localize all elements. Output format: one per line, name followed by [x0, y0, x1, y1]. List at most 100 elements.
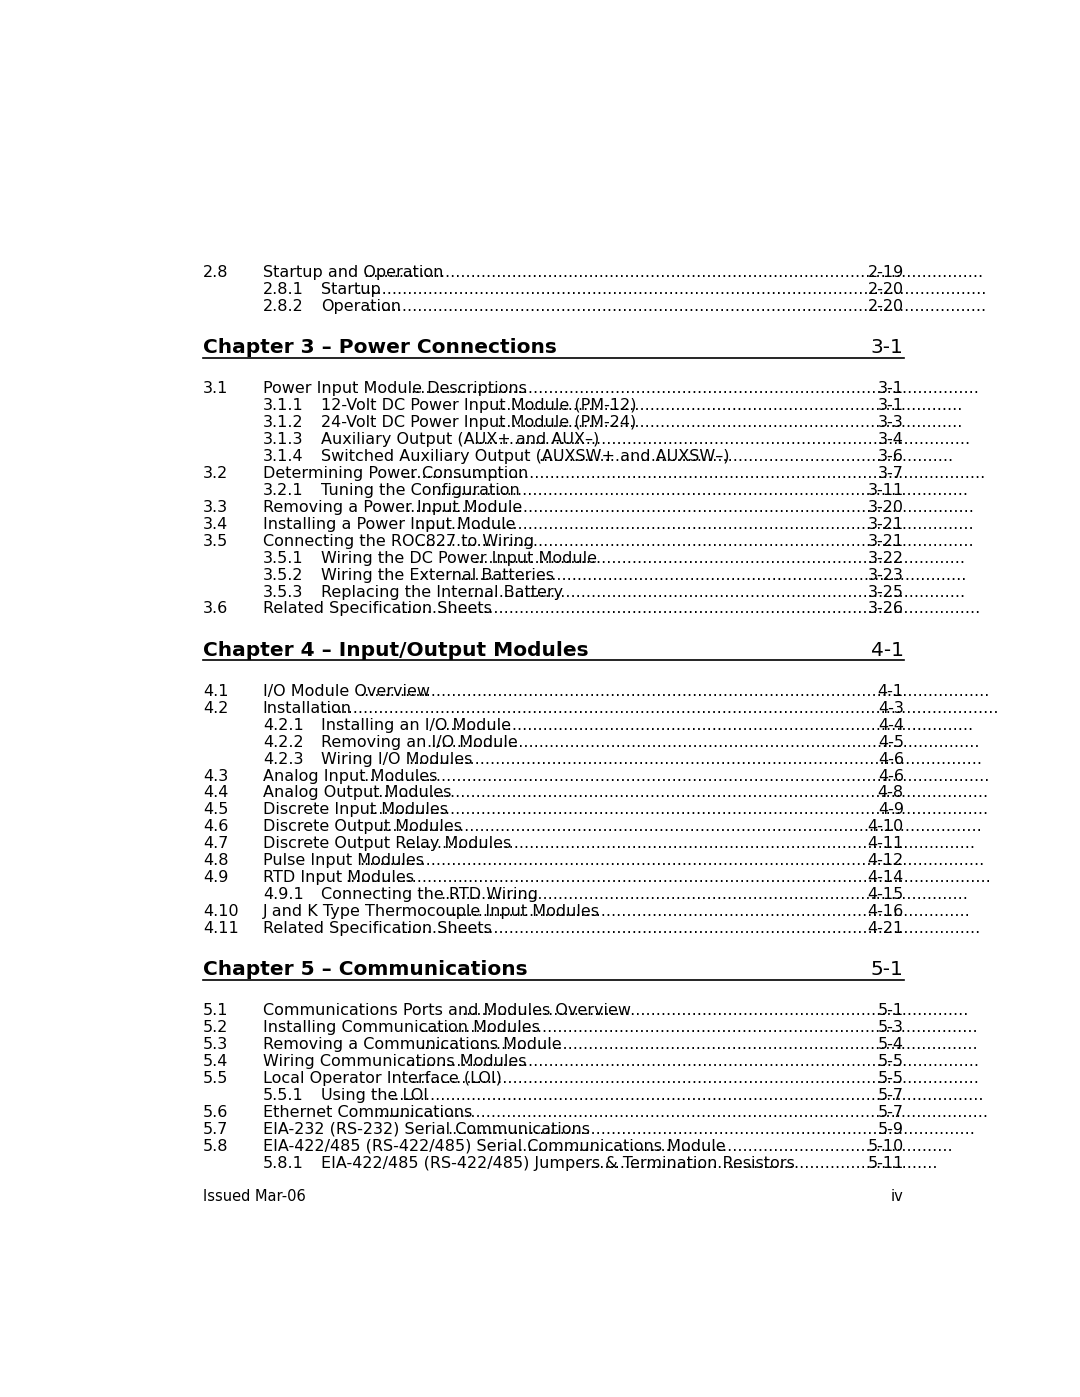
Text: 4.10: 4.10 — [203, 904, 239, 919]
Text: 4-5: 4-5 — [878, 735, 904, 750]
Text: ................................................................................: ........................................… — [364, 265, 984, 279]
Text: Startup and Operation: Startup and Operation — [262, 265, 443, 279]
Text: 3.5.2: 3.5.2 — [262, 567, 303, 583]
Text: 4.6: 4.6 — [203, 820, 229, 834]
Text: Discrete Output Modules: Discrete Output Modules — [262, 820, 467, 834]
Text: 4.2: 4.2 — [203, 701, 229, 715]
Text: 12-Volt DC Power Input Module (PM-12): 12-Volt DC Power Input Module (PM-12) — [321, 398, 636, 414]
Text: ....................................................................: ........................................… — [590, 1155, 937, 1171]
Text: Connecting the RTD Wiring: Connecting the RTD Wiring — [321, 887, 538, 902]
Text: ................................................................................: ........................................… — [408, 752, 982, 767]
Text: 3.5: 3.5 — [203, 534, 229, 549]
Text: Wiring Communications Modules: Wiring Communications Modules — [262, 1055, 531, 1069]
Text: Power Input Module Descriptions: Power Input Module Descriptions — [262, 381, 527, 397]
Text: 5-3: 5-3 — [878, 1020, 904, 1035]
Text: Determining Power Consumption: Determining Power Consumption — [262, 467, 528, 481]
Text: ................................................................................: ........................................… — [517, 1139, 953, 1154]
Text: Operation: Operation — [321, 299, 401, 314]
Text: ................................................................................: ........................................… — [461, 1003, 969, 1018]
Text: Tuning the Configuration: Tuning the Configuration — [321, 483, 519, 497]
Text: 24-Volt DC Power Input Module (PM-24): 24-Volt DC Power Input Module (PM-24) — [321, 415, 636, 430]
Text: Related Specification Sheets: Related Specification Sheets — [262, 602, 491, 616]
Text: 5-5: 5-5 — [878, 1071, 904, 1087]
Text: ................................................................................: ........................................… — [447, 904, 970, 919]
Text: Chapter 5 – Communications: Chapter 5 – Communications — [203, 960, 528, 979]
Text: 3.1: 3.1 — [203, 381, 229, 397]
Text: 4.2.2: 4.2.2 — [262, 735, 303, 750]
Text: 3-20: 3-20 — [868, 500, 904, 515]
Text: 3.1.2: 3.1.2 — [262, 415, 303, 430]
Text: 3.1.4: 3.1.4 — [262, 448, 303, 464]
Text: ................................................................................: ........................................… — [378, 820, 983, 834]
Text: ................................................................................: ........................................… — [473, 550, 964, 566]
Text: Removing a Communications Module: Removing a Communications Module — [262, 1038, 567, 1052]
Text: ................................................................................: ........................................… — [415, 534, 973, 549]
Text: ................................................................................: ........................................… — [496, 398, 962, 414]
Text: 4.3: 4.3 — [203, 768, 229, 784]
Text: Analog Output Modules: Analog Output Modules — [262, 785, 457, 800]
Text: Wiring I/O Modules: Wiring I/O Modules — [321, 752, 472, 767]
Text: ................................................................................: ........................................… — [356, 282, 987, 298]
Text: 3-21: 3-21 — [867, 534, 904, 549]
Text: 4.8: 4.8 — [203, 854, 229, 869]
Text: Startup: Startup — [321, 282, 381, 298]
Text: 5-1: 5-1 — [878, 1003, 904, 1018]
Text: 4-12: 4-12 — [867, 854, 904, 869]
Text: 4-14: 4-14 — [867, 870, 904, 886]
Text: 5-11: 5-11 — [867, 1155, 904, 1171]
Text: 5-7: 5-7 — [878, 1088, 904, 1104]
Text: Auxiliary Output (AUX+ and AUX–): Auxiliary Output (AUX+ and AUX–) — [321, 432, 599, 447]
Text: 4.2.3: 4.2.3 — [262, 752, 303, 767]
Text: 4-8: 4-8 — [878, 785, 904, 800]
Text: 4.9.1: 4.9.1 — [262, 887, 303, 902]
Text: 5.1: 5.1 — [203, 1003, 229, 1018]
Text: Wiring the External Batteries: Wiring the External Batteries — [321, 567, 554, 583]
Text: ................................................................................: ........................................… — [368, 802, 988, 817]
Text: 5.7: 5.7 — [203, 1122, 229, 1137]
Text: 4.7: 4.7 — [203, 837, 229, 851]
Text: 3-6: 3-6 — [878, 448, 904, 464]
Text: iv: iv — [891, 1189, 904, 1204]
Text: ................................................................................: ........................................… — [359, 854, 984, 869]
Text: 3.1.3: 3.1.3 — [262, 432, 303, 447]
Text: 3-11: 3-11 — [867, 483, 904, 497]
Text: ................................................................................: ........................................… — [359, 685, 989, 698]
Text: ................................................................................: ........................................… — [322, 701, 998, 715]
Text: Installing a Power Input Module: Installing a Power Input Module — [262, 517, 521, 532]
Text: 3-1: 3-1 — [878, 398, 904, 414]
Text: ................................................................................: ........................................… — [441, 887, 969, 902]
Text: ................................................................................: ........................................… — [389, 1088, 984, 1104]
Text: ................................................................................: ........................................… — [410, 1071, 978, 1087]
Text: Installing an I/O Module: Installing an I/O Module — [321, 718, 511, 733]
Text: 3-1: 3-1 — [878, 381, 904, 397]
Text: ................................................................................: ........................................… — [410, 381, 978, 397]
Text: 4-21: 4-21 — [867, 921, 904, 936]
Text: 3-21: 3-21 — [867, 517, 904, 532]
Text: ................................................................................: ........................................… — [401, 837, 975, 851]
Text: ................................................................................: ........................................… — [473, 432, 970, 447]
Text: 3.3: 3.3 — [203, 500, 228, 515]
Text: 5-10: 5-10 — [867, 1139, 904, 1154]
Text: ................................................................................: ........................................… — [401, 467, 985, 481]
Text: ................................................................................: ........................................… — [396, 602, 981, 616]
Text: 4-10: 4-10 — [867, 820, 904, 834]
Text: 4.9: 4.9 — [203, 870, 229, 886]
Text: ................................................................................: ........................................… — [435, 718, 974, 733]
Text: EIA-422/485 (RS-422/485) Jumpers & Termination Resistors: EIA-422/485 (RS-422/485) Jumpers & Termi… — [321, 1155, 800, 1171]
Text: 4.5: 4.5 — [203, 802, 229, 817]
Text: EIA-422/485 (RS-422/485) Serial Communications Module: EIA-422/485 (RS-422/485) Serial Communic… — [262, 1139, 731, 1154]
Text: ................................................................................: ........................................… — [469, 584, 966, 599]
Text: 3.2: 3.2 — [203, 467, 229, 481]
Text: 5-9: 5-9 — [878, 1122, 904, 1137]
Text: RTD Input Modules: RTD Input Modules — [262, 870, 414, 886]
Text: Ethernet Communications: Ethernet Communications — [262, 1105, 472, 1120]
Text: 5.6: 5.6 — [203, 1105, 229, 1120]
Text: EIA-232 (RS-232) Serial Communications: EIA-232 (RS-232) Serial Communications — [262, 1122, 595, 1137]
Text: 5.8: 5.8 — [203, 1139, 229, 1154]
Text: Pulse Input Modules: Pulse Input Modules — [262, 854, 429, 869]
Text: ................................................................................: ........................................… — [373, 1105, 988, 1120]
Text: 4-6: 4-6 — [878, 752, 904, 767]
Text: ................................................................................: ........................................… — [427, 735, 980, 750]
Text: 5-7: 5-7 — [878, 1105, 904, 1120]
Text: Chapter 4 – Input/Output Modules: Chapter 4 – Input/Output Modules — [203, 641, 589, 659]
